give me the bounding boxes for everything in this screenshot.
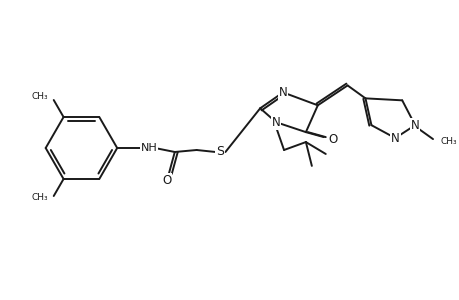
Text: N: N bbox=[410, 119, 419, 132]
Text: CH₃: CH₃ bbox=[440, 136, 457, 146]
Text: S: S bbox=[216, 146, 224, 158]
Text: O: O bbox=[327, 133, 336, 146]
Text: N: N bbox=[278, 86, 287, 99]
Text: NH: NH bbox=[140, 143, 157, 153]
Text: CH₃: CH₃ bbox=[31, 92, 48, 100]
Text: CH₃: CH₃ bbox=[31, 194, 48, 202]
Text: O: O bbox=[162, 174, 171, 187]
Text: N: N bbox=[271, 116, 280, 129]
Text: N: N bbox=[390, 132, 399, 145]
